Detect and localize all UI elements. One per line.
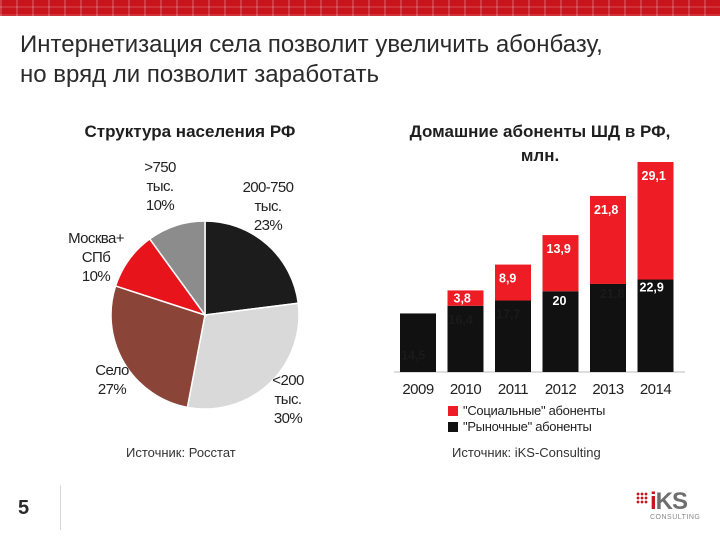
bar-label-social-2014: 29,1 xyxy=(642,169,666,183)
logo-wordmark: iKS xyxy=(650,488,688,515)
pie-slice-2 xyxy=(110,285,206,409)
legend-swatch-market xyxy=(448,422,458,432)
top-banner xyxy=(0,0,720,16)
pie-slice-1 xyxy=(186,302,300,410)
bar-social-2014 xyxy=(637,162,674,280)
bar-market-2009 xyxy=(400,313,436,372)
bar-market-2011 xyxy=(495,300,531,372)
x-tick-2010: 2010 xyxy=(450,381,482,398)
bar-label-market-2010: 16,4 xyxy=(449,313,473,327)
legend-swatch-social xyxy=(448,406,458,416)
bar-market-2014 xyxy=(637,279,674,372)
bar-social-2012 xyxy=(542,235,579,292)
bar-label-market-2011: 17,7 xyxy=(496,308,520,322)
pie-label-0: 200-750 тыс. 23% xyxy=(243,179,294,234)
bar-label-social-2010: 3,8 xyxy=(454,291,471,305)
pie-label-3: Москва+ СПб 10% xyxy=(68,230,125,285)
source-left: Источник: Росстат xyxy=(126,445,236,460)
bar-label-market-2014: 22,9 xyxy=(640,281,664,295)
bar-label-market-2012: 20 xyxy=(553,294,567,308)
pie-label-2: Село 27% xyxy=(95,362,129,398)
bar-label-social-2011: 8,9 xyxy=(499,272,516,286)
x-tick-2009: 2009 xyxy=(402,381,434,398)
bar-social-2011 xyxy=(495,264,531,301)
page-number: 5 xyxy=(18,497,30,519)
bar-market-2012 xyxy=(542,291,579,372)
bar-label-market-2009: 14,5 xyxy=(401,348,425,362)
bar-legend: "Социальные" абоненты "Рыночные" абонент… xyxy=(448,403,605,435)
bar-label-market-2013: 21,8 xyxy=(600,287,624,301)
legend-item-social: "Социальные" абоненты xyxy=(448,403,605,419)
pie-label-4: >750 тыс. 10% xyxy=(144,159,176,214)
footer-divider xyxy=(60,485,61,530)
pie-label-1: <200 тыс. 30% xyxy=(272,372,304,427)
x-tick-2014: 2014 xyxy=(640,381,672,398)
iks-logo: iKS CONSULTING xyxy=(636,488,706,528)
x-tick-2011: 2011 xyxy=(498,381,528,398)
broadband-bar-chart: 14,5 2009 16,4 3,8 2010 17,7 8,9 2011 20 13,9 2012… xyxy=(394,162,685,398)
bar-label-social-2013: 21,8 xyxy=(594,203,618,217)
slide-title-line-1: Интернетизация села позволит увеличить а… xyxy=(20,31,603,58)
legend-label-market: "Рыночные" абоненты xyxy=(463,419,592,434)
logo-subtext: CONSULTING xyxy=(650,514,701,521)
legend-label-social: "Социальные" абоненты xyxy=(463,403,606,418)
slide-title: Интернетизация села позволит увеличить а… xyxy=(20,30,700,90)
x-tick-2012: 2012 xyxy=(545,381,577,398)
source-right: Источник: iKS-Consulting xyxy=(452,445,601,460)
bar-social-2010 xyxy=(447,290,484,306)
logo-dots-icon xyxy=(636,492,648,504)
bar-social-2013 xyxy=(590,195,626,284)
x-tick-2013: 2013 xyxy=(592,381,624,398)
pie-slice-0 xyxy=(204,220,300,316)
pie-chart-title: Структура населения РФ xyxy=(84,122,296,141)
pie-slice-4 xyxy=(148,220,206,318)
bar-label-social-2012: 13,9 xyxy=(547,242,571,256)
legend-item-market: "Рыночные" абоненты xyxy=(448,419,605,435)
bar-chart-title: Домашние абоненты ШД в РФ, млн. xyxy=(409,122,671,165)
population-pie-chart: 200-750 тыс. 23% <200 тыс. 30% Село 27% Москва+ С… xyxy=(68,159,304,427)
slide-title-line-2: но вряд ли позволит заработать xyxy=(20,61,379,88)
bar-market-2013 xyxy=(590,283,626,372)
bar-market-2010 xyxy=(447,305,484,372)
